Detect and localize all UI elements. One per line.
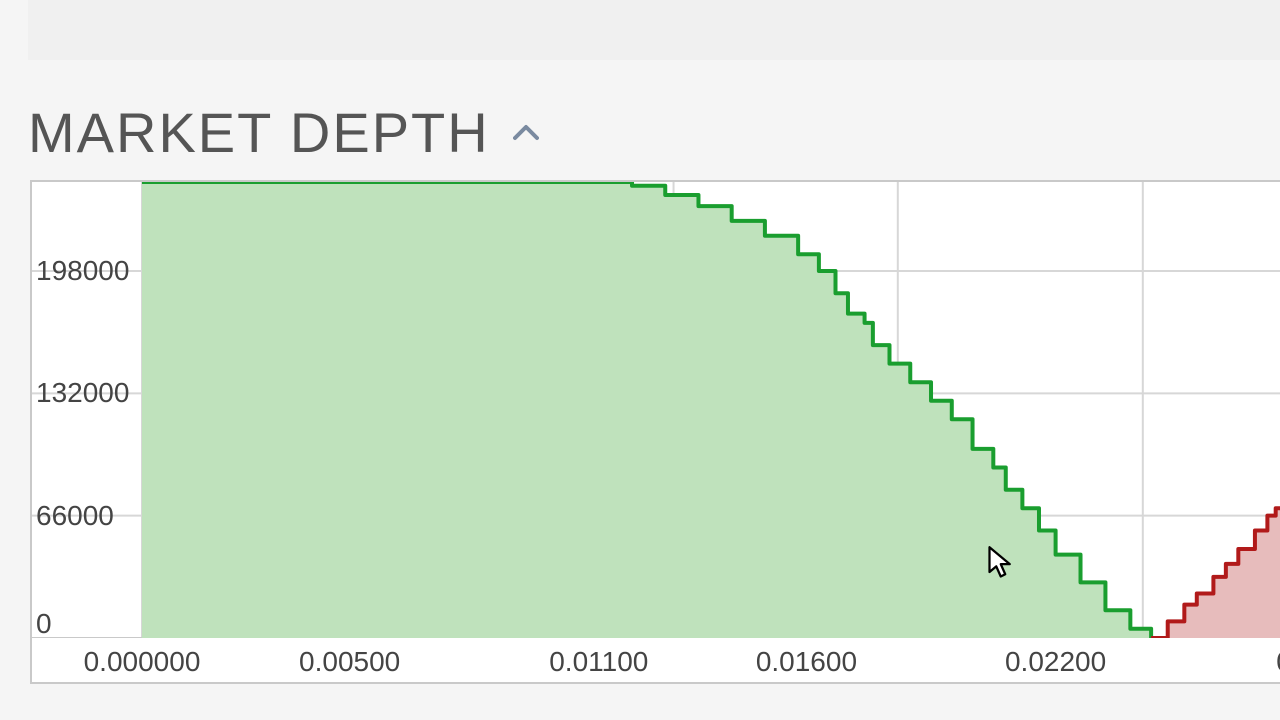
- collapse-chevron-icon[interactable]: [512, 119, 540, 147]
- y-tick-label: 198000: [36, 255, 129, 287]
- y-tick-label: 66000: [36, 500, 114, 532]
- x-tick-label: 0.00500: [299, 646, 400, 678]
- x-tick-label: 0.02200: [1005, 646, 1106, 678]
- x-tick-label: 0.01100: [549, 646, 648, 678]
- x-tick-label: 0.01600: [756, 646, 857, 678]
- x-tick-label: 0: [1276, 646, 1280, 678]
- section-title: MARKET DEPTH: [28, 100, 490, 165]
- depth-plot-svg: [32, 182, 1280, 682]
- top-strip: [28, 0, 1280, 60]
- y-tick-label: 0: [36, 608, 52, 640]
- section-header: MARKET DEPTH: [28, 100, 540, 165]
- x-tick-label: 0.000000: [84, 646, 201, 678]
- y-tick-label: 132000: [36, 377, 129, 409]
- market-depth-chart[interactable]: 0 66000 132000 198000 0.000000 0.00500 0.01100…: [30, 180, 1280, 684]
